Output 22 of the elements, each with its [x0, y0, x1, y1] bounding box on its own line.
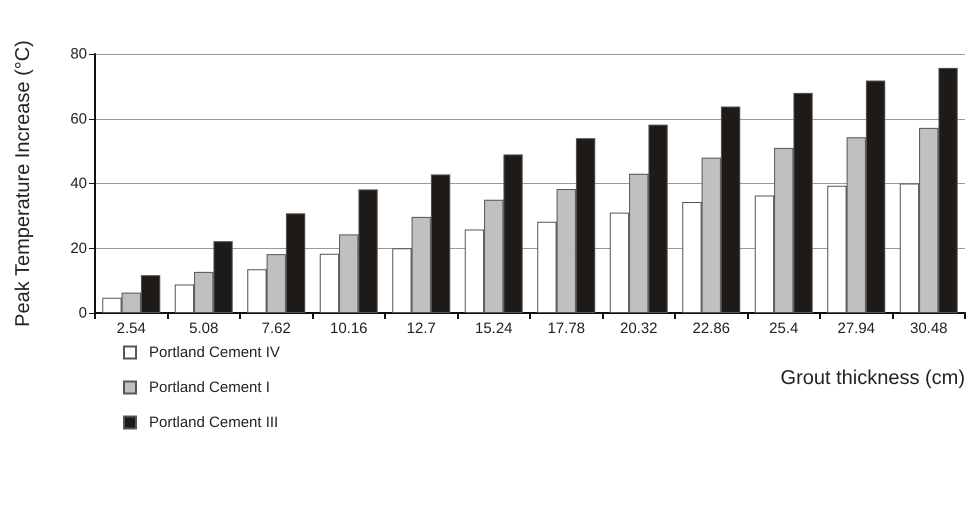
x-axis-title: Grout thickness (cm) — [780, 367, 965, 389]
y-axis-title: Peak Temperature Increase (°C) — [12, 40, 34, 327]
x-tick-label: 7.62 — [262, 320, 291, 337]
x-tick-label: 12.7 — [406, 320, 436, 337]
y-tick-label: 0 — [78, 304, 87, 322]
x-tick-label: 25.4 — [769, 320, 798, 337]
y-tick-label: 80 — [70, 46, 87, 62]
legend-label: Portland Cement III — [149, 414, 278, 431]
x-tick-label: 10.16 — [330, 320, 368, 337]
x-tick-label: 17.78 — [547, 320, 586, 337]
x-tick-label: 30.48 — [910, 320, 948, 337]
y-tick-label: 20 — [70, 240, 87, 257]
x-tick-label: 5.08 — [189, 320, 218, 337]
y-tick-label: 40 — [70, 175, 87, 192]
x-tick-label: 15.24 — [474, 320, 513, 337]
x-tick-label: 20.32 — [620, 320, 658, 337]
legend-label: Portland Cement I — [149, 379, 270, 396]
y-tick-label: 60 — [70, 110, 87, 128]
legend-label: Portland Cement IV — [149, 344, 280, 361]
x-tick-label: 2.54 — [116, 320, 146, 337]
x-tick-label: 27.94 — [837, 320, 876, 337]
x-tick-label: 22.86 — [692, 320, 730, 337]
